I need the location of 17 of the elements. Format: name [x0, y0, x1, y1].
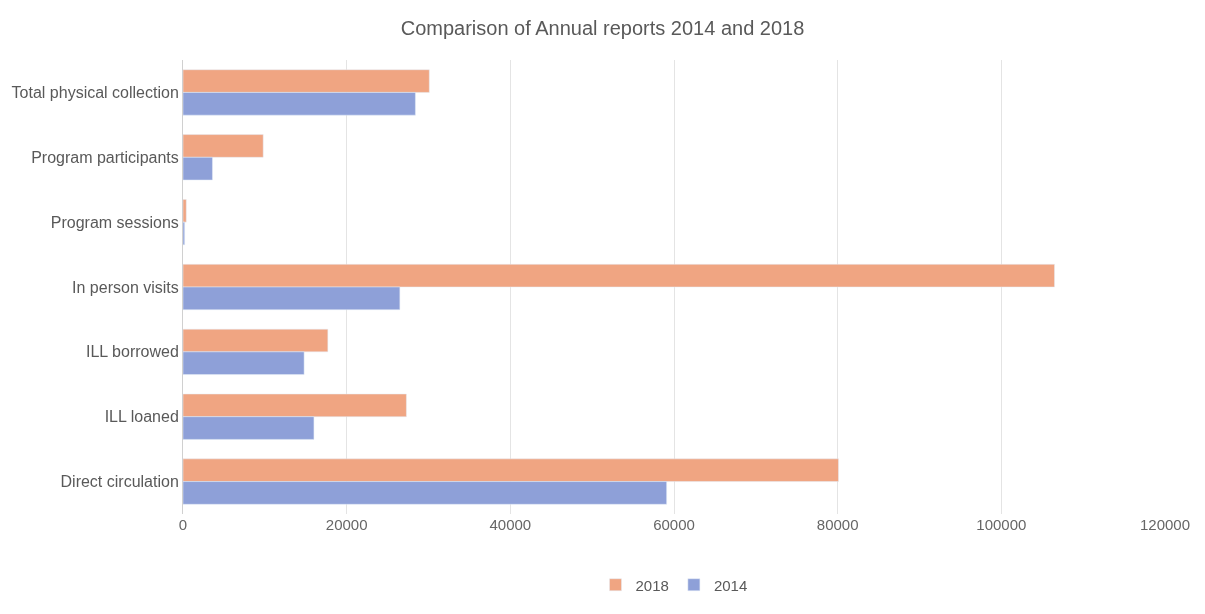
- legend-label: 2014: [713, 576, 748, 594]
- y-tick-label: In person visits: [72, 278, 179, 296]
- x-tick-label: 20000: [325, 516, 368, 533]
- y-tick-label: ILL loaned: [104, 408, 179, 426]
- y-tick-label: Direct circulation: [60, 473, 179, 491]
- x-tick-label: 40000: [489, 516, 532, 533]
- x-tick-label: 80000: [816, 516, 859, 533]
- y-tick-label: ILL borrowed: [86, 343, 179, 361]
- y-tick-label: Program participants: [31, 148, 179, 166]
- x-tick-label: 60000: [653, 516, 695, 533]
- chart-title: Comparison of Annual reports 2014 and 2018: [400, 17, 805, 40]
- x-tick-label: 100000: [976, 516, 1027, 533]
- x-tick-label: 120000: [1139, 516, 1191, 533]
- y-tick-label: Total physical collection: [11, 84, 179, 102]
- x-tick-label: 0: [178, 516, 188, 533]
- legend-label: 2018: [635, 576, 669, 594]
- y-tick-label: Program sessions: [50, 213, 179, 231]
